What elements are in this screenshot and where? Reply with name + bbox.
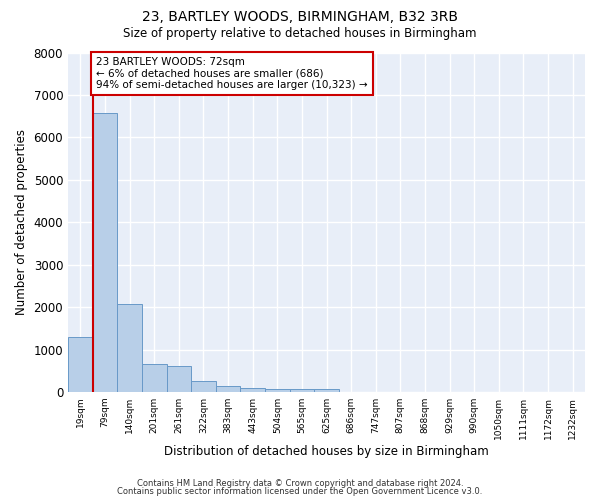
Bar	[216, 386, 241, 392]
Bar	[92, 113, 117, 392]
Bar	[117, 304, 142, 392]
Bar	[142, 364, 167, 392]
Text: Size of property relative to detached houses in Birmingham: Size of property relative to detached ho…	[123, 28, 477, 40]
Bar	[191, 381, 216, 392]
Bar	[68, 337, 92, 392]
Text: 23, BARTLEY WOODS, BIRMINGHAM, B32 3RB: 23, BARTLEY WOODS, BIRMINGHAM, B32 3RB	[142, 10, 458, 24]
Bar	[265, 389, 290, 392]
Text: 23 BARTLEY WOODS: 72sqm
← 6% of detached houses are smaller (686)
94% of semi-de: 23 BARTLEY WOODS: 72sqm ← 6% of detached…	[97, 56, 368, 90]
Bar	[290, 389, 314, 392]
Bar	[167, 366, 191, 392]
Text: Contains HM Land Registry data © Crown copyright and database right 2024.: Contains HM Land Registry data © Crown c…	[137, 478, 463, 488]
X-axis label: Distribution of detached houses by size in Birmingham: Distribution of detached houses by size …	[164, 444, 489, 458]
Bar	[241, 388, 265, 392]
Y-axis label: Number of detached properties: Number of detached properties	[15, 129, 28, 315]
Bar	[314, 389, 339, 392]
Text: Contains public sector information licensed under the Open Government Licence v3: Contains public sector information licen…	[118, 487, 482, 496]
